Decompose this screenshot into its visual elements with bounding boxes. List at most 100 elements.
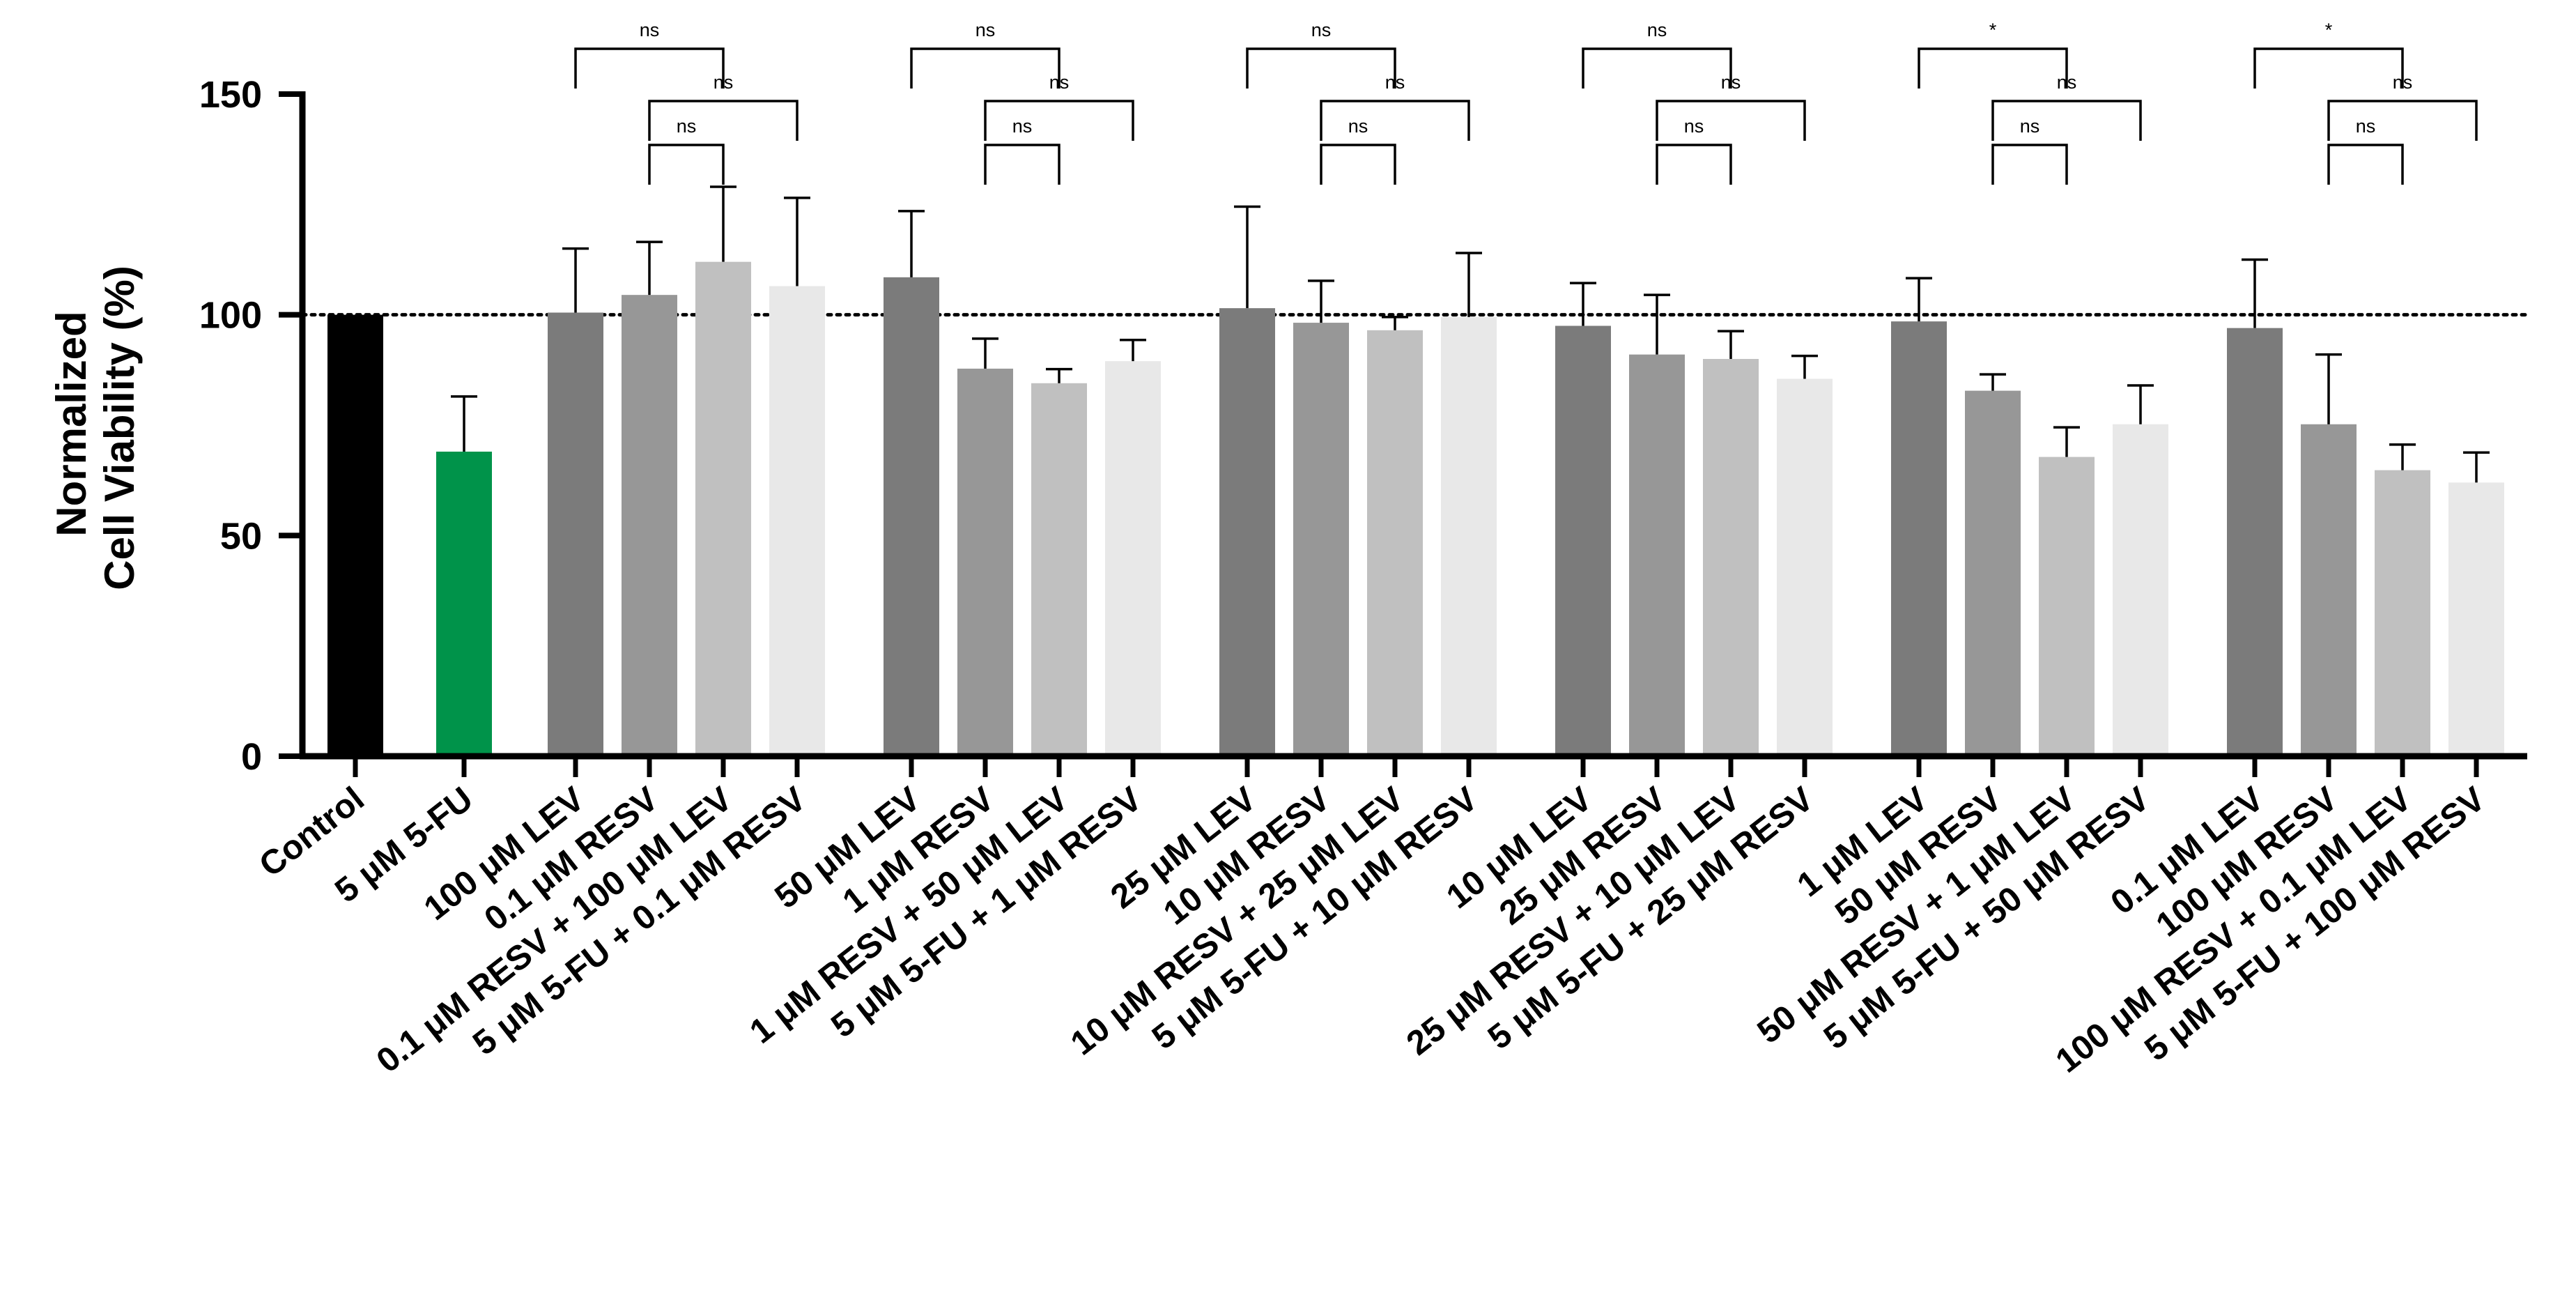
significance-label: ns [640,20,660,40]
significance-bracket-line [648,100,799,141]
significance-bracket-line [1656,144,1732,185]
error-bar-5 [710,185,736,262]
significance-bracket-9: ns [1320,116,1396,185]
significance-label: ns [1721,72,1741,93]
y-tick-label-150: 150 [199,74,262,116]
significance-label: * [2325,20,2333,40]
significance-bracket-line [2327,144,2404,185]
bar-4 [622,295,677,757]
error-bar-20 [1980,373,2006,391]
significance-bracket-line [1246,47,1396,89]
error-bar-16 [1644,293,1670,355]
error-bar-21 [2053,426,2080,457]
significance-bracket-line [1656,100,1806,141]
significance-bracket-line [648,144,725,185]
significance-bracket-10: ns [1582,20,1732,89]
bar-5 [695,261,751,757]
bar-11 [1219,308,1275,757]
error-bar-14 [1456,252,1482,317]
y-axis-title-line-2: Cell Viability (%) [96,266,143,590]
error-bar-9 [1046,367,1072,383]
bar-17 [1703,359,1759,756]
significance-bracket-17: ns [2327,72,2478,141]
bar-15 [1555,325,1611,756]
significance-label: ns [1348,116,1368,137]
y-axis-title-line-1: Normalized [48,311,95,536]
error-bar-8 [972,337,998,369]
bar-13 [1367,330,1423,756]
significance-bracket-line [1991,144,2068,185]
bar-1 [327,314,383,757]
error-bar-10 [1120,339,1146,362]
significance-bracket-4: ns [910,20,1061,89]
bar-10 [1105,361,1161,756]
significance-label: ns [1012,116,1033,137]
bar-26 [2448,482,2504,756]
significance-bracket-8: ns [1320,72,1470,141]
error-bar-6 [784,197,810,286]
significance-label: ns [1385,72,1405,93]
significance-bracket-line [1320,100,1470,141]
error-bar-4 [636,240,663,296]
bar-19 [1891,321,1947,757]
significance-label: ns [714,72,734,93]
error-bars-group [451,185,2490,483]
significance-bracket-1: ns [574,20,725,89]
error-bar-25 [2389,443,2416,470]
bar-24 [2301,424,2357,756]
bar-12 [1293,323,1349,757]
error-bar-17 [1718,330,1744,359]
significance-bracket-2: ns [648,72,799,141]
significance-bracket-14: ns [1991,72,2142,141]
error-bar-23 [2242,258,2268,328]
y-tick-label-50: 50 [220,515,262,557]
bar-9 [1031,383,1087,756]
bar-25 [2375,470,2430,756]
bar-21 [2039,457,2095,756]
significance-label: ns [1311,20,1332,40]
bar-16 [1629,354,1685,757]
bar-6 [769,286,825,756]
bars-group [327,261,2504,757]
significance-bracket-line [1320,144,1396,185]
significance-label: * [1989,20,1997,40]
significance-bracket-line [574,47,725,89]
significance-label: ns [677,116,697,137]
significance-bracket-5: ns [984,72,1134,141]
axes-group [279,91,2527,777]
error-bar-26 [2463,451,2490,483]
y-tick-label-0: 0 [241,736,262,778]
bar-7 [884,277,939,756]
significance-bracket-11: ns [1656,72,1806,141]
error-bar-7 [898,210,925,277]
significance-bracket-line [984,100,1134,141]
significance-bracket-7: ns [1246,20,1396,89]
significance-bracket-6: ns [984,116,1061,185]
significance-bracket-13: * [1918,20,2068,89]
significance-label: ns [1684,116,1704,137]
y-tick-label-100: 100 [199,295,262,337]
bar-23 [2227,328,2283,757]
bar-8 [957,368,1013,756]
significance-bracket-12: ns [1656,116,1732,185]
significance-bracket-18: ns [2327,116,2404,185]
significance-label: ns [975,20,996,40]
significance-bracket-line [984,144,1061,185]
bar-22 [2113,424,2168,756]
significance-bracket-line [2327,100,2478,141]
significance-bracket-line [1582,47,1732,89]
error-bar-19 [1906,277,1932,322]
significance-group: ns ns ns ns ns ns ns ns ns ns ns ns * ns ns * ns ns [574,20,2478,185]
error-bar-24 [2315,353,2342,424]
bar-18 [1777,378,1833,756]
error-bar-12 [1308,279,1334,323]
error-bar-3 [562,247,589,313]
significance-label: ns [2356,116,2376,137]
significance-label: ns [2057,72,2077,93]
error-bar-11 [1234,205,1260,309]
error-bar-13 [1382,316,1408,330]
bar-14 [1441,316,1497,756]
significance-label: ns [2020,116,2040,137]
